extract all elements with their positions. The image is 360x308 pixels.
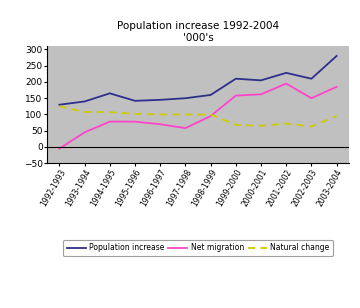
Net migration [82,131,87,134]
Population increase [108,91,112,95]
Natural change [82,110,87,114]
Natural change [284,122,288,125]
Net migration [158,122,162,126]
Natural change [208,113,213,116]
Net migration [259,92,263,96]
Population increase [234,77,238,81]
Net migration [309,96,314,100]
Population increase [284,71,288,75]
Natural change [57,104,62,108]
Natural change [133,112,137,116]
Natural change [334,114,339,118]
Net migration [208,114,213,118]
Line: Population increase: Population increase [59,56,337,105]
Net migration [57,147,62,151]
Population increase [158,98,162,102]
Net migration [133,120,137,124]
Natural change [309,125,314,128]
Net migration [334,85,339,89]
Population increase [334,54,339,58]
Net migration [234,94,238,97]
Population increase [309,77,314,81]
Net migration [284,82,288,85]
Net migration [183,126,188,130]
Net migration [108,120,112,124]
Population increase [82,99,87,103]
Legend: Population increase, Net migration, Natural change: Population increase, Net migration, Natu… [63,240,333,256]
Population increase [259,79,263,82]
Population increase [133,99,137,103]
Line: Net migration: Net migration [59,83,337,149]
Population increase [208,93,213,97]
Natural change [183,113,188,116]
Title: Population increase 1992-2004
'000's: Population increase 1992-2004 '000's [117,21,279,43]
Population increase [57,103,62,107]
Natural change [259,124,263,128]
Population increase [183,96,188,100]
Natural change [108,110,112,114]
Natural change [158,113,162,116]
Natural change [234,123,238,127]
Line: Natural change: Natural change [59,106,337,127]
